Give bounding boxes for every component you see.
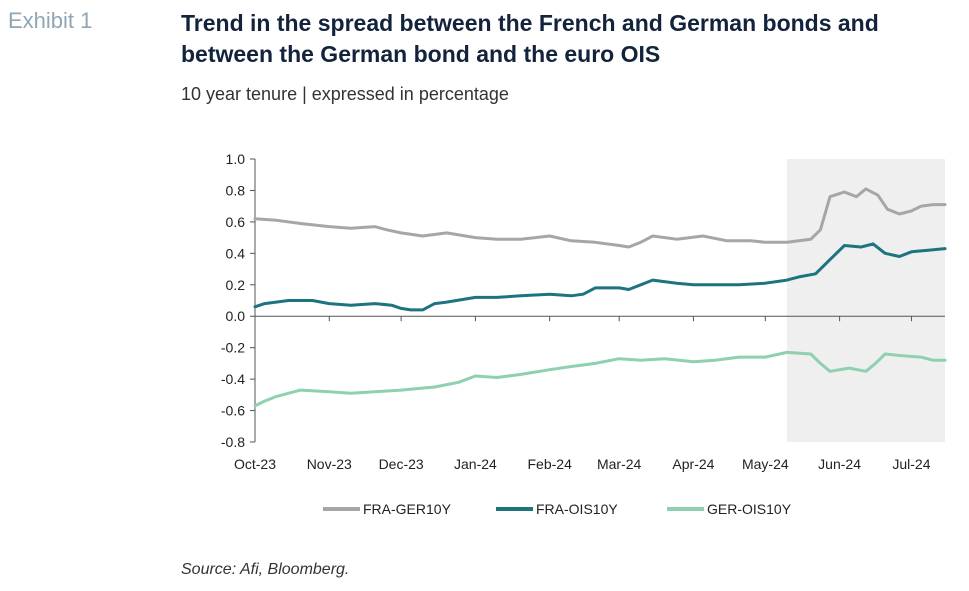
x-tick-label: Feb-24 <box>528 456 573 472</box>
y-tick-label: -0.8 <box>221 434 245 450</box>
y-tick-label: -0.4 <box>221 371 245 387</box>
y-tick-label: 0.8 <box>226 182 246 198</box>
x-tick-label: Mar-24 <box>597 456 642 472</box>
y-tick-label: 0.6 <box>226 214 246 230</box>
exhibit-label: Exhibit 1 <box>8 8 93 33</box>
y-tick-label: 0.0 <box>226 308 246 324</box>
x-tick-label: Jul-24 <box>892 456 930 472</box>
legend-label: FRA-OIS10Y <box>536 501 618 517</box>
chart-title: Trend in the spread between the French a… <box>181 10 879 67</box>
source-note: Source: Afi, Bloomberg. <box>181 561 350 578</box>
x-tick-label: Oct-23 <box>234 456 276 472</box>
chart-subtitle: 10 year tenure | expressed in percentage <box>181 84 509 104</box>
x-tick-label: Jun-24 <box>818 456 861 472</box>
x-tick-label: May-24 <box>742 456 789 472</box>
x-tick-label: Dec-23 <box>379 456 424 472</box>
series-line-fra-ois10y <box>253 242 947 312</box>
y-tick-label: -0.6 <box>221 403 245 419</box>
x-tick-label: Jan-24 <box>454 456 497 472</box>
shaded-region <box>786 159 945 442</box>
x-tick-label: Apr-24 <box>672 456 714 472</box>
y-tick-label: 0.4 <box>226 245 246 261</box>
series-line-fra-ger10y <box>253 187 947 249</box>
legend-label: GER-OIS10Y <box>707 501 792 517</box>
y-tick-label: 1.0 <box>226 151 246 167</box>
series-line-ger-ois10y <box>253 350 947 408</box>
y-tick-label: -0.2 <box>221 340 245 356</box>
legend-label: FRA-GER10Y <box>363 501 452 517</box>
y-tick-label: 0.2 <box>226 277 246 293</box>
x-tick-label: Nov-23 <box>307 456 352 472</box>
